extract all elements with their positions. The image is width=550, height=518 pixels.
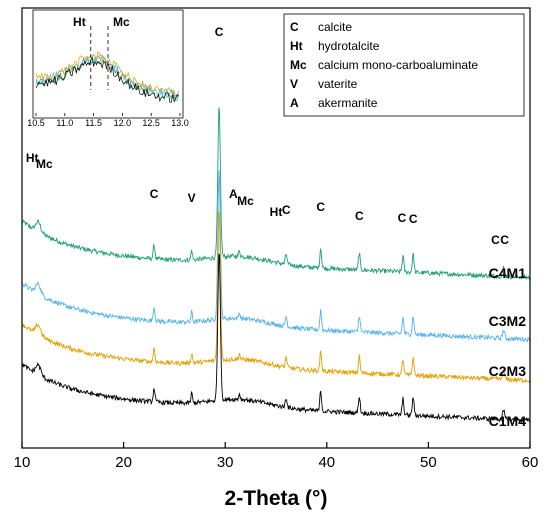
inset-tick-label: 11.0 (56, 118, 73, 128)
inset-tick-label: 10.5 (27, 118, 45, 128)
legend-box (283, 13, 525, 117)
legend-text: calcite (318, 20, 352, 34)
series-line-c1m4 (21, 253, 531, 424)
x-tick-label: 50 (420, 454, 437, 471)
peak-label: C (215, 25, 224, 39)
peak-label: Mc (237, 194, 254, 208)
inset-x-axis: 10.5 11.0 11.5 12.0 12.5 13.0 (27, 113, 189, 128)
series-label: C2M3 (489, 363, 527, 379)
legend: C calcite Ht hydrotalcite Mc calcium mon… (283, 13, 525, 117)
peak-label: Mc (36, 157, 53, 171)
x-tick-label: 30 (217, 454, 234, 471)
series-line-c3m2 (21, 170, 531, 343)
legend-abbr: C (290, 20, 299, 34)
plot-frame (21, 7, 531, 449)
series-labels: C4M1 C3M2 C2M3 C1M4 (489, 265, 527, 429)
inset-tick-label: 12.0 (114, 118, 132, 128)
peak-label: C (355, 209, 364, 223)
series-group (21, 107, 531, 424)
peak-label: C (500, 233, 509, 247)
peak-label: C (398, 211, 407, 225)
legend-abbr: A (290, 96, 299, 110)
peak-label: C (150, 187, 159, 201)
peak-label: C (409, 212, 418, 226)
inset-series (35, 51, 179, 103)
peak-label: Ht (270, 205, 283, 219)
peak-label: V (188, 191, 196, 205)
peak-label: C (282, 203, 291, 217)
x-tick-label: 40 (318, 454, 335, 471)
inset-marker-label: Ht (73, 15, 86, 29)
series-line-c2m3 (21, 211, 531, 384)
peak-label: Ht (26, 151, 39, 165)
legend-text: hydrotalcite (318, 39, 380, 53)
x-axis: 10 20 30 40 50 60 (14, 442, 539, 471)
inset-tick-label: 13.0 (171, 118, 189, 128)
x-axis-title: 2-Theta (°) (225, 487, 328, 510)
inset-tick-label: 12.5 (142, 118, 160, 128)
inset-tick-label: 11.5 (85, 118, 102, 128)
legend-text: calcium mono-carboaluminate (318, 58, 478, 72)
x-tick-label: 60 (522, 454, 539, 471)
peak-label: A (229, 187, 238, 201)
peak-label: C (316, 200, 325, 214)
inset-marker-label: Mc (113, 15, 130, 29)
x-tick-label: 10 (14, 454, 31, 471)
series-label: C1M4 (489, 413, 527, 429)
peak-label: C (491, 233, 500, 247)
legend-text: vaterite (318, 77, 358, 91)
inset-line-c1m4 (35, 56, 179, 103)
legend-abbr: Mc (290, 58, 307, 72)
series-line-c4m1 (21, 107, 531, 281)
series-label: C4M1 (489, 265, 527, 281)
inset-markers: Ht Mc (73, 15, 130, 90)
legend-abbr: V (290, 77, 298, 91)
x-tick-label: 20 (115, 454, 132, 471)
inset-line-c2m3 (35, 51, 179, 97)
inset: Ht Mc 10.5 11.0 11.5 12.0 12.5 13.0 (27, 9, 189, 128)
legend-text: akermanite (318, 96, 378, 110)
legend-abbr: Ht (290, 39, 303, 53)
series-label: C3M2 (489, 313, 527, 329)
